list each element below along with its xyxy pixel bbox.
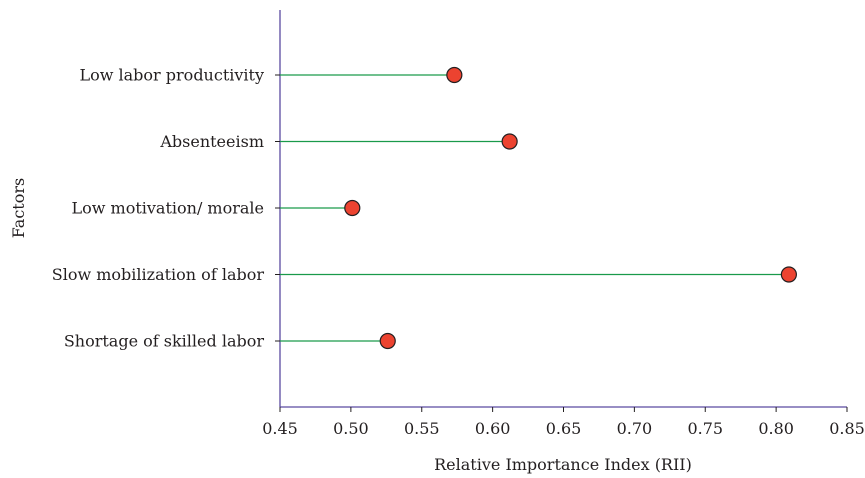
category-label-0: Low labor productivity bbox=[79, 66, 264, 85]
y-axis-title: Factors bbox=[9, 178, 28, 238]
plot-area: 0.45 0.50 0.55 0.60 0.65 0.70 0.75 0.80 0.85 Low … bbox=[52, 10, 865, 438]
category-label-4: Shortage of skilled labor bbox=[64, 332, 265, 351]
x-tick-label-5: 0.70 bbox=[617, 419, 653, 438]
marker-1 bbox=[501, 133, 518, 150]
x-tick-label-1: 0.50 bbox=[333, 419, 369, 438]
x-tick-label-8: 0.85 bbox=[829, 419, 865, 438]
x-tick-label-2: 0.55 bbox=[404, 419, 440, 438]
marker-3 bbox=[780, 266, 797, 283]
x-tick-label-7: 0.80 bbox=[758, 419, 794, 438]
x-tick-label-0: 0.45 bbox=[262, 419, 298, 438]
marker-0 bbox=[446, 66, 463, 84]
marker-4 bbox=[379, 332, 396, 350]
category-label-3: Slow mobilization of labor bbox=[52, 265, 265, 284]
x-tick-label-4: 0.65 bbox=[546, 419, 582, 438]
marker-2 bbox=[344, 199, 361, 217]
category-label-2: Low motivation/ morale bbox=[71, 199, 264, 218]
x-axis-title: Relative Importance Index (RII) bbox=[434, 455, 692, 474]
category-label-1: Absenteeism bbox=[159, 132, 264, 151]
x-tick-label-6: 0.75 bbox=[687, 419, 723, 438]
x-tick-label-3: 0.60 bbox=[475, 419, 511, 438]
